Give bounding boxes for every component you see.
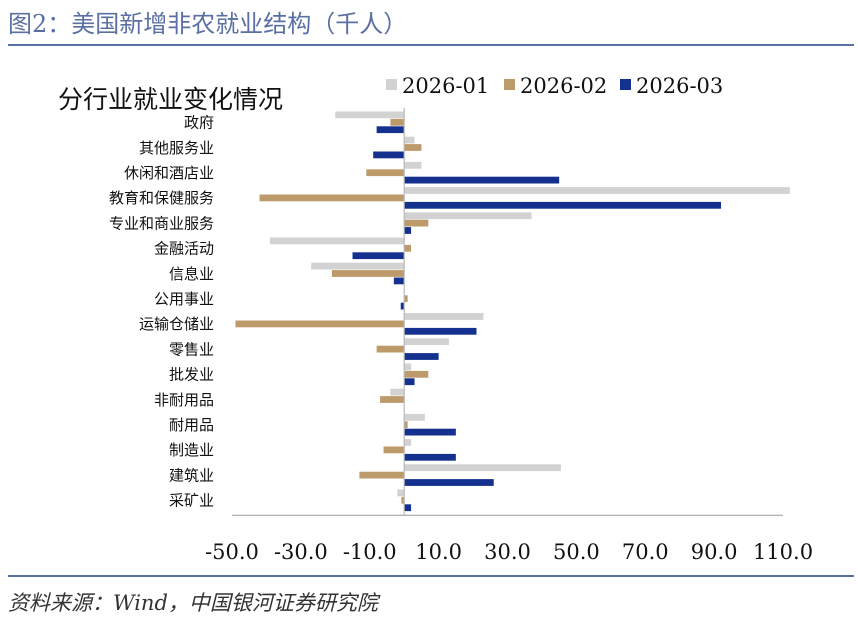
legend-label-2026-03: 2026-03 (636, 74, 723, 98)
bar-2026-02 (331, 270, 405, 277)
category-label: 休闲和酒店业 (124, 164, 214, 182)
bar-2026-02 (366, 169, 405, 177)
bar-2026-03 (404, 201, 722, 209)
x-tick-label: -30.0 (274, 540, 328, 564)
bar-2026-02 (383, 446, 405, 454)
bar-2026-03 (404, 479, 494, 486)
bar-2026-03 (404, 227, 412, 234)
top-rule (8, 44, 854, 46)
category-label: 其他服务业 (139, 139, 214, 157)
category-label: 政府 (184, 114, 214, 132)
bar-2026-03 (376, 126, 405, 134)
category-label: 运输仓储业 (139, 315, 214, 333)
category-label: 采矿业 (169, 492, 214, 510)
category-label: 公用事业 (154, 290, 214, 308)
bar-2026-01 (404, 413, 425, 421)
bar-2026-01 (404, 338, 449, 346)
category-labels: 政府其他服务业休闲和酒店业教育和保健服务专业和商业服务金融活动信息业公用事业运输… (109, 114, 214, 510)
x-tick-label: 30.0 (484, 540, 531, 564)
category-label: 零售业 (169, 340, 214, 358)
bar-2026-02 (380, 396, 405, 403)
bar-2026-02 (404, 370, 429, 378)
category-label: 耐用品 (169, 416, 214, 434)
bars (235, 111, 790, 512)
bar-2026-01 (404, 464, 561, 472)
bar-2026-01 (269, 237, 405, 245)
bar-2026-02 (235, 320, 405, 328)
bar-2026-01 (404, 439, 412, 446)
bar-2026-02 (404, 219, 429, 227)
bar-2026-02 (404, 144, 422, 151)
x-tick-label: 70.0 (622, 540, 669, 564)
bar-2026-01 (397, 489, 405, 497)
x-tick-label: 110.0 (753, 540, 813, 564)
category-label: 专业和商业服务 (109, 214, 214, 232)
bar-2026-03 (404, 428, 456, 436)
legend-label-2026-01: 2026-01 (402, 74, 489, 98)
x-tick-label: 10.0 (415, 540, 462, 564)
bar-2026-02 (359, 471, 405, 479)
bar-2026-01 (335, 111, 405, 119)
bar-2026-01 (404, 161, 422, 169)
bar-2026-03 (393, 277, 405, 285)
x-tick-label: 90.0 (691, 540, 738, 564)
bar-2026-02 (390, 118, 405, 126)
legend-label-2026-02: 2026-02 (520, 74, 607, 98)
x-tick-labels: -50.0 -30.0 -10.0 10.0 30.0 50.0 70.0 90.0 110.0 (205, 540, 813, 564)
bar-2026-01 (311, 262, 405, 270)
category-label: 建筑业 (169, 466, 214, 484)
chart-legend: 2026-01 2026-02 2026-03 (386, 74, 723, 98)
bar-2026-01 (404, 136, 415, 144)
bar-2026-03 (404, 453, 456, 461)
bar-2026-02 (404, 244, 412, 252)
bar-2026-01 (404, 363, 412, 371)
legend-swatch-2026-02 (504, 79, 515, 90)
x-tick-label: -50.0 (205, 540, 259, 564)
bar-2026-03 (400, 302, 405, 310)
bar-2026-03 (404, 353, 439, 360)
bar-2026-01 (404, 212, 532, 220)
category-label: 制造业 (169, 441, 214, 459)
category-label: 教育和保健服务 (109, 189, 214, 207)
category-label: 信息业 (169, 265, 214, 283)
bar-2026-03 (404, 378, 415, 386)
category-label: 非耐用品 (154, 391, 214, 409)
bar-2026-03 (404, 176, 560, 184)
bar-2026-03 (373, 151, 405, 159)
bar-2026-03 (404, 504, 412, 512)
chart-title: 分行业就业变化情况 (58, 85, 283, 114)
bar-2026-02 (259, 194, 405, 202)
bar-2026-01 (390, 388, 405, 396)
category-label: 批发业 (169, 366, 214, 384)
x-tick-label: 50.0 (553, 540, 600, 564)
x-tick-label: -10.0 (343, 540, 397, 564)
bar-2026-02 (404, 295, 408, 303)
figure-title: 图2：美国新增非农就业结构（千人） (8, 10, 408, 38)
source-note: 资料来源：Wind，中国银河证券研究院 (8, 591, 378, 615)
bottom-rule (8, 575, 854, 577)
legend-swatch-2026-03 (620, 79, 631, 90)
legend-swatch-2026-01 (386, 79, 397, 90)
bar-2026-02 (404, 421, 408, 429)
bar-2026-01 (404, 187, 790, 194)
bar-chart: 分行业就业变化情况 2026-01 2026-02 2026-03 政府其他服务业休… (58, 74, 813, 564)
category-label: 金融活动 (154, 240, 214, 258)
bar-2026-02 (401, 496, 405, 504)
bar-2026-01 (404, 313, 484, 320)
bar-2026-03 (352, 252, 405, 260)
bar-2026-02 (376, 345, 405, 353)
bar-2026-03 (404, 327, 477, 335)
